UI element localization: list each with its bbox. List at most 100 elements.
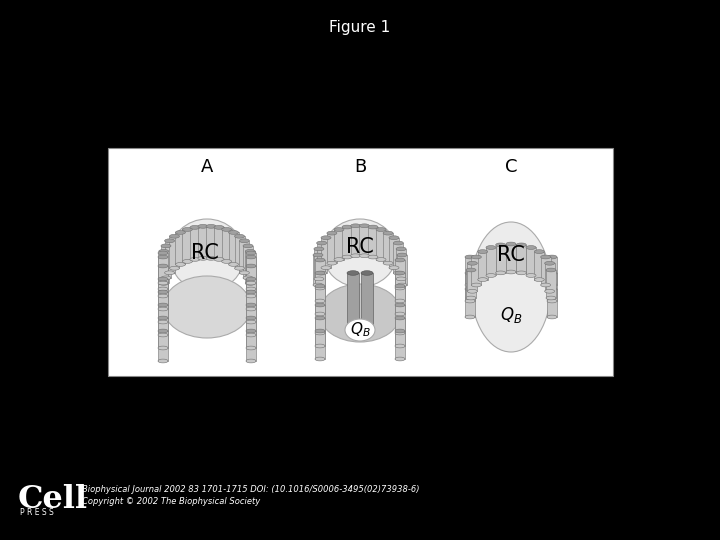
- Ellipse shape: [246, 281, 256, 285]
- Bar: [246, 279, 256, 309]
- Bar: [467, 264, 477, 291]
- Bar: [315, 273, 325, 301]
- Ellipse shape: [516, 271, 526, 275]
- Bar: [158, 257, 168, 289]
- Ellipse shape: [190, 226, 200, 230]
- Ellipse shape: [383, 231, 393, 235]
- Ellipse shape: [158, 320, 168, 324]
- Ellipse shape: [190, 258, 200, 261]
- Bar: [314, 249, 324, 279]
- Ellipse shape: [345, 319, 375, 341]
- Text: Cell: Cell: [18, 484, 88, 515]
- Ellipse shape: [541, 255, 551, 259]
- Ellipse shape: [158, 281, 168, 285]
- Ellipse shape: [235, 266, 245, 270]
- Ellipse shape: [541, 283, 551, 287]
- Bar: [246, 253, 256, 283]
- Bar: [190, 227, 200, 259]
- Ellipse shape: [158, 264, 168, 268]
- Ellipse shape: [246, 307, 256, 311]
- Bar: [228, 232, 238, 265]
- Bar: [315, 318, 325, 346]
- Ellipse shape: [466, 268, 476, 272]
- Text: Biophysical Journal 2002 83 1701-1715 DOI: (10.1016/S0006-3495(02)73938-6): Biophysical Journal 2002 83 1701-1715 DO…: [82, 485, 420, 494]
- Ellipse shape: [534, 278, 544, 281]
- Ellipse shape: [313, 283, 323, 287]
- Bar: [315, 305, 325, 333]
- Text: $Q_B$: $Q_B$: [500, 305, 522, 325]
- Ellipse shape: [313, 253, 323, 257]
- Ellipse shape: [477, 278, 487, 281]
- Ellipse shape: [165, 271, 174, 275]
- Ellipse shape: [222, 227, 232, 231]
- Bar: [393, 243, 403, 273]
- Ellipse shape: [395, 299, 405, 303]
- Ellipse shape: [317, 241, 327, 245]
- Ellipse shape: [544, 261, 554, 265]
- Ellipse shape: [376, 228, 386, 232]
- Bar: [198, 226, 208, 258]
- Ellipse shape: [526, 274, 536, 278]
- Ellipse shape: [396, 277, 406, 281]
- Bar: [516, 245, 526, 273]
- Ellipse shape: [158, 287, 168, 291]
- Bar: [465, 289, 475, 317]
- Bar: [397, 255, 407, 285]
- Ellipse shape: [395, 357, 405, 361]
- Bar: [246, 251, 256, 284]
- Bar: [158, 318, 168, 348]
- Bar: [182, 230, 192, 261]
- Ellipse shape: [315, 271, 325, 275]
- Ellipse shape: [246, 251, 256, 255]
- Bar: [396, 249, 406, 279]
- Ellipse shape: [246, 287, 256, 291]
- Ellipse shape: [246, 249, 256, 253]
- Bar: [466, 270, 476, 298]
- Bar: [547, 273, 557, 301]
- Ellipse shape: [321, 266, 331, 269]
- Ellipse shape: [169, 234, 179, 238]
- Ellipse shape: [198, 256, 208, 260]
- Text: RC: RC: [191, 243, 219, 263]
- Bar: [383, 233, 393, 263]
- Ellipse shape: [315, 286, 325, 290]
- Ellipse shape: [158, 316, 168, 320]
- Ellipse shape: [467, 289, 477, 293]
- Ellipse shape: [395, 331, 405, 335]
- Ellipse shape: [206, 225, 216, 228]
- Bar: [395, 331, 405, 359]
- Ellipse shape: [395, 271, 405, 275]
- Ellipse shape: [314, 277, 324, 281]
- Ellipse shape: [547, 255, 557, 259]
- Bar: [317, 243, 327, 273]
- Ellipse shape: [158, 294, 168, 298]
- Bar: [246, 318, 256, 348]
- Bar: [246, 331, 256, 361]
- Ellipse shape: [547, 299, 557, 303]
- Bar: [546, 270, 556, 298]
- Ellipse shape: [359, 224, 369, 228]
- Bar: [544, 264, 554, 291]
- Ellipse shape: [158, 359, 168, 363]
- Bar: [235, 237, 245, 268]
- Ellipse shape: [368, 225, 378, 229]
- Ellipse shape: [246, 290, 256, 294]
- Ellipse shape: [198, 225, 208, 228]
- Bar: [246, 266, 256, 296]
- Ellipse shape: [359, 254, 369, 258]
- Ellipse shape: [321, 236, 331, 240]
- Bar: [342, 227, 352, 257]
- Bar: [327, 233, 337, 263]
- Ellipse shape: [395, 329, 405, 333]
- Ellipse shape: [546, 296, 556, 300]
- Text: $Q_B$: $Q_B$: [350, 321, 370, 339]
- Bar: [315, 286, 325, 314]
- Bar: [315, 331, 325, 359]
- Ellipse shape: [467, 261, 477, 265]
- Ellipse shape: [465, 271, 475, 275]
- Bar: [389, 238, 399, 268]
- Ellipse shape: [395, 286, 405, 290]
- Ellipse shape: [246, 303, 256, 307]
- Bar: [206, 226, 216, 258]
- Ellipse shape: [315, 299, 325, 303]
